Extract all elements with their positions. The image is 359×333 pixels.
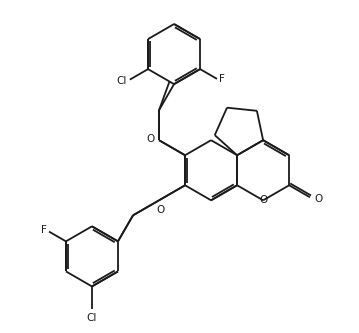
Text: O: O (314, 194, 323, 204)
Text: O: O (146, 134, 154, 144)
Text: Cl: Cl (116, 76, 127, 86)
Text: O: O (157, 205, 165, 215)
Text: O: O (259, 195, 267, 205)
Text: F: F (219, 74, 225, 84)
Text: Cl: Cl (87, 313, 97, 323)
Text: F: F (41, 225, 47, 235)
